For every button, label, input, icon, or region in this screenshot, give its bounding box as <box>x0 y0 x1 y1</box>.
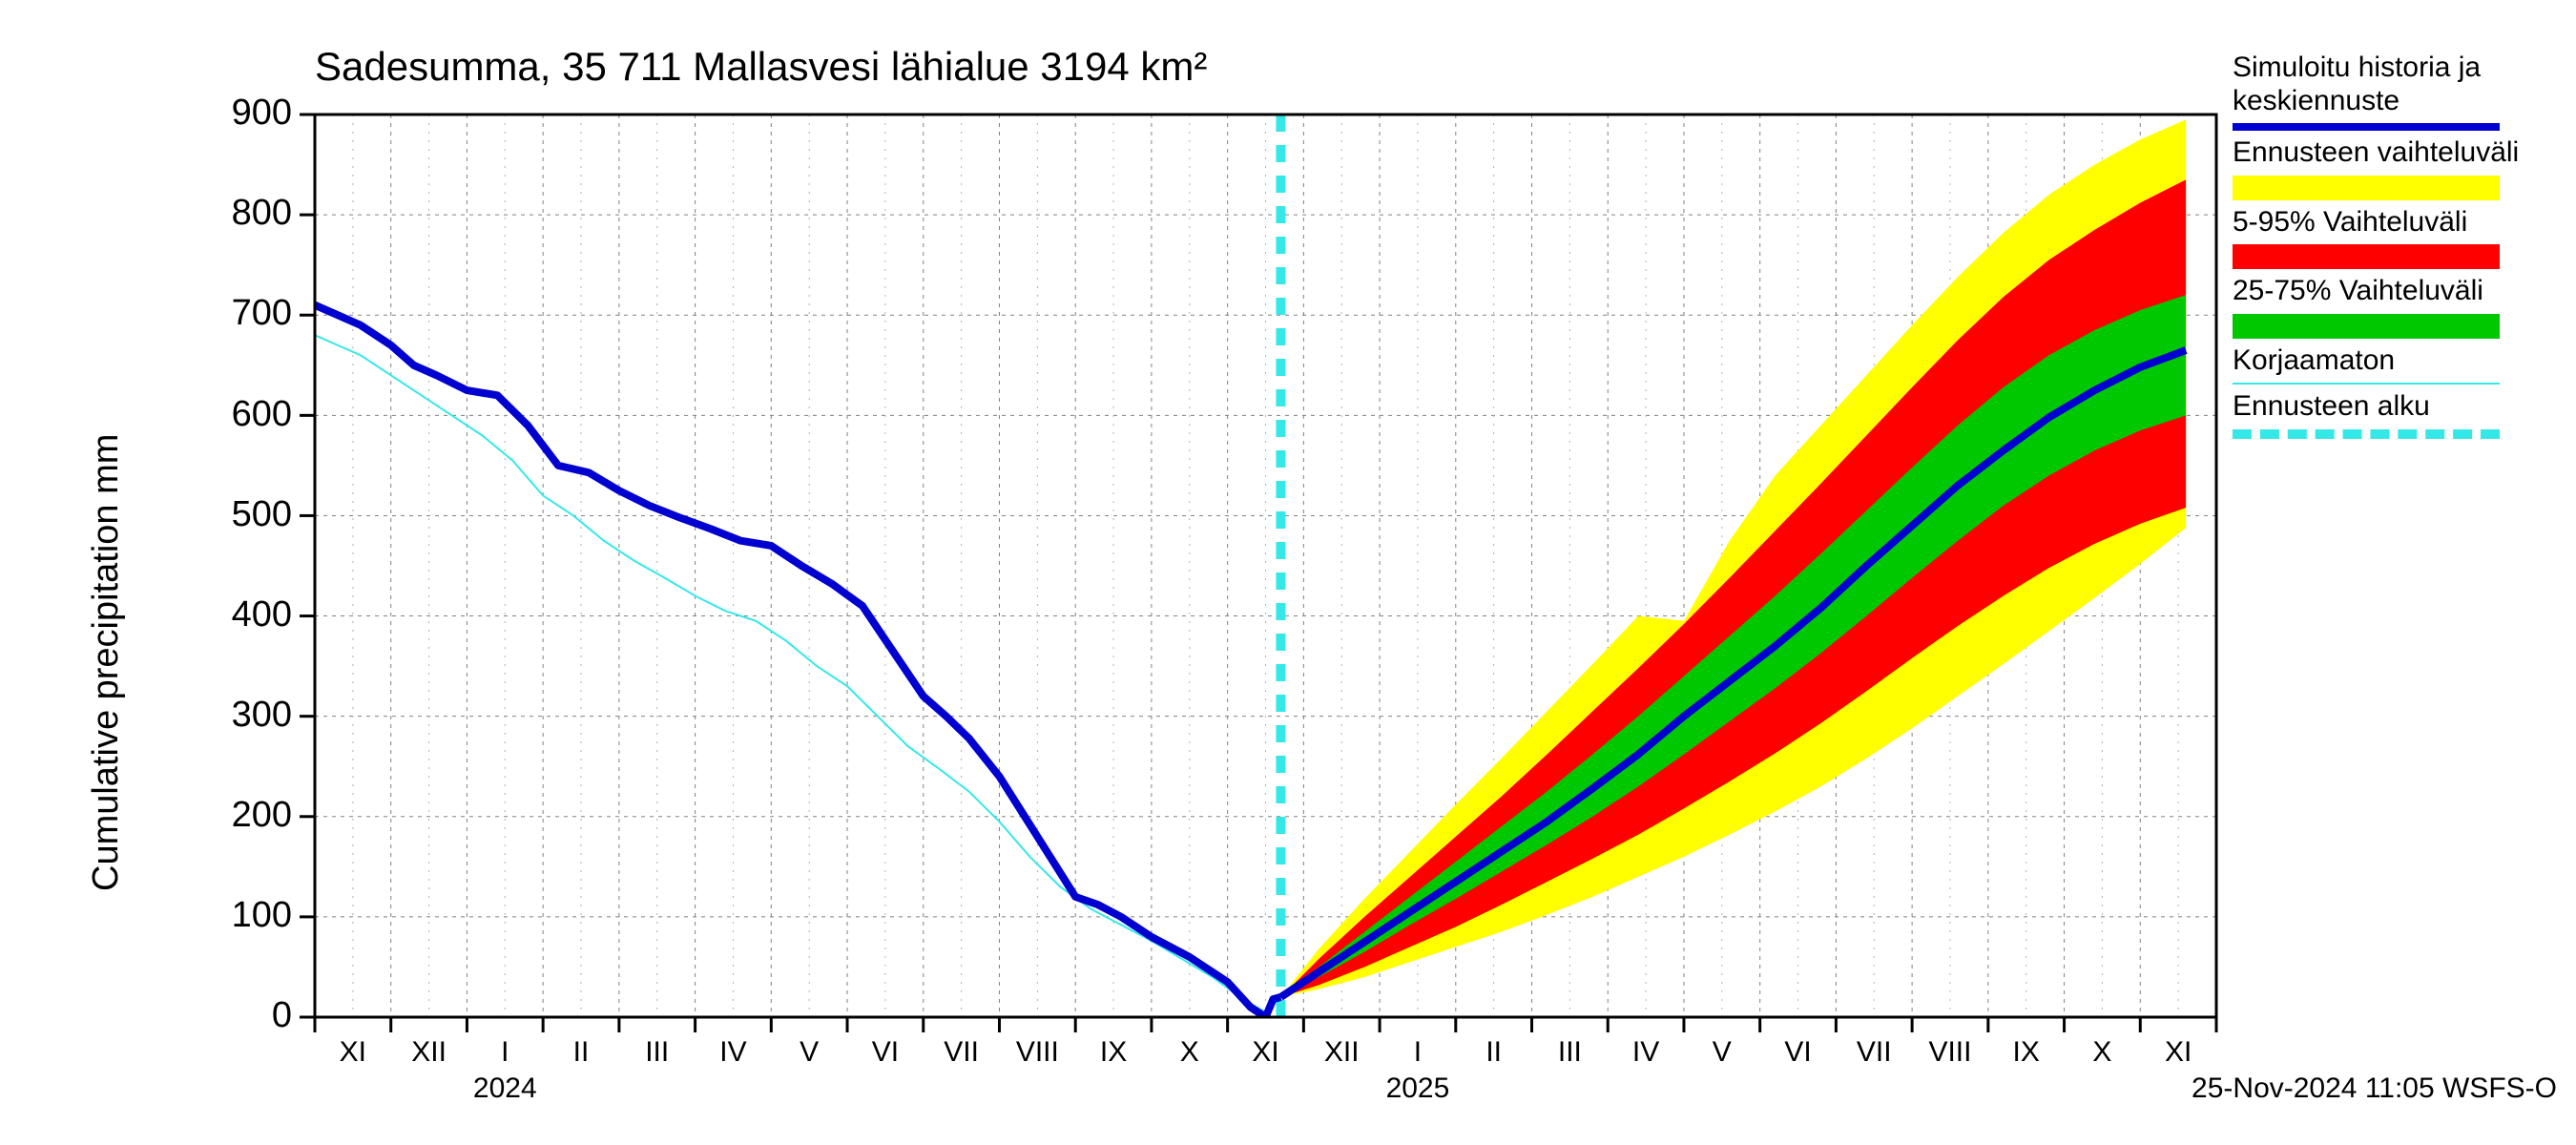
plot-area <box>0 0 2576 1145</box>
legend-label: Ennusteen alku <box>2233 390 2519 424</box>
x-tick-month: VII <box>1836 1036 1912 1069</box>
x-tick-month: V <box>1684 1036 1760 1069</box>
legend-item: Ennusteen vaihteluväli <box>2233 136 2519 200</box>
legend-line <box>2233 383 2500 385</box>
legend-swatch <box>2233 314 2500 339</box>
x-tick-month: XII <box>1303 1036 1380 1069</box>
x-tick-month: VII <box>924 1036 1000 1069</box>
legend-label: Ennusteen vaihteluväli <box>2233 136 2519 170</box>
y-tick: 400 <box>177 594 292 635</box>
legend-item: 25-75% Vaihteluväli <box>2233 275 2519 339</box>
legend-line <box>2233 429 2500 439</box>
x-tick-month: X <box>2064 1036 2140 1069</box>
x-tick-month: X <box>1152 1036 1228 1069</box>
y-tick: 300 <box>177 695 292 736</box>
x-tick-year: 2025 <box>1361 1072 1475 1105</box>
x-tick-month: IV <box>1608 1036 1684 1069</box>
legend-label: 5-95% Vaihteluväli <box>2233 206 2519 239</box>
y-tick: 800 <box>177 193 292 234</box>
x-tick-month: I <box>1380 1036 1456 1069</box>
x-tick-month: VIII <box>999 1036 1075 1069</box>
legend-item: Simuloitu historia jakeskiennuste <box>2233 52 2519 131</box>
y-tick: 500 <box>177 494 292 535</box>
x-tick-month: I <box>467 1036 543 1069</box>
x-tick-month: XII <box>391 1036 467 1069</box>
legend-item: 5-95% Vaihteluväli <box>2233 206 2519 270</box>
x-tick-month: III <box>619 1036 696 1069</box>
x-tick-month: XI <box>2140 1036 2216 1069</box>
chart-container: Sadesumma, 35 711 Mallasvesi lähialue 31… <box>0 0 2576 1145</box>
x-tick-month: IV <box>695 1036 771 1069</box>
legend-item: Ennusteen alku <box>2233 390 2519 439</box>
x-tick-month: VI <box>1760 1036 1837 1069</box>
y-tick: 600 <box>177 394 292 435</box>
legend-line <box>2233 123 2500 131</box>
x-tick-month: IX <box>1988 1036 2065 1069</box>
legend-label: Korjaamaton <box>2233 344 2519 378</box>
x-tick-month: II <box>543 1036 619 1069</box>
footer-timestamp: 25-Nov-2024 11:05 WSFS-O <box>2192 1072 2557 1105</box>
legend-label: Simuloitu historia ja <box>2233 52 2519 85</box>
y-tick: 200 <box>177 795 292 836</box>
y-tick: 0 <box>177 995 292 1036</box>
legend-item: Korjaamaton <box>2233 344 2519 385</box>
x-tick-month: VI <box>847 1036 924 1069</box>
legend-label: 25-75% Vaihteluväli <box>2233 275 2519 308</box>
x-tick-month: XI <box>315 1036 391 1069</box>
y-tick: 700 <box>177 293 292 334</box>
x-tick-month: V <box>771 1036 847 1069</box>
legend: Simuloitu historia jakeskiennuste Ennuste… <box>2233 52 2519 445</box>
x-tick-month: II <box>1456 1036 1532 1069</box>
legend-label: keskiennuste <box>2233 85 2519 118</box>
y-tick: 100 <box>177 895 292 936</box>
legend-swatch <box>2233 244 2500 269</box>
x-tick-month: VIII <box>1912 1036 1988 1069</box>
x-tick-month: IX <box>1075 1036 1152 1069</box>
x-tick-month: XI <box>1228 1036 1304 1069</box>
x-tick-year: 2024 <box>447 1072 562 1105</box>
x-tick-month: III <box>1531 1036 1608 1069</box>
legend-swatch <box>2233 176 2500 200</box>
y-tick: 900 <box>177 93 292 134</box>
